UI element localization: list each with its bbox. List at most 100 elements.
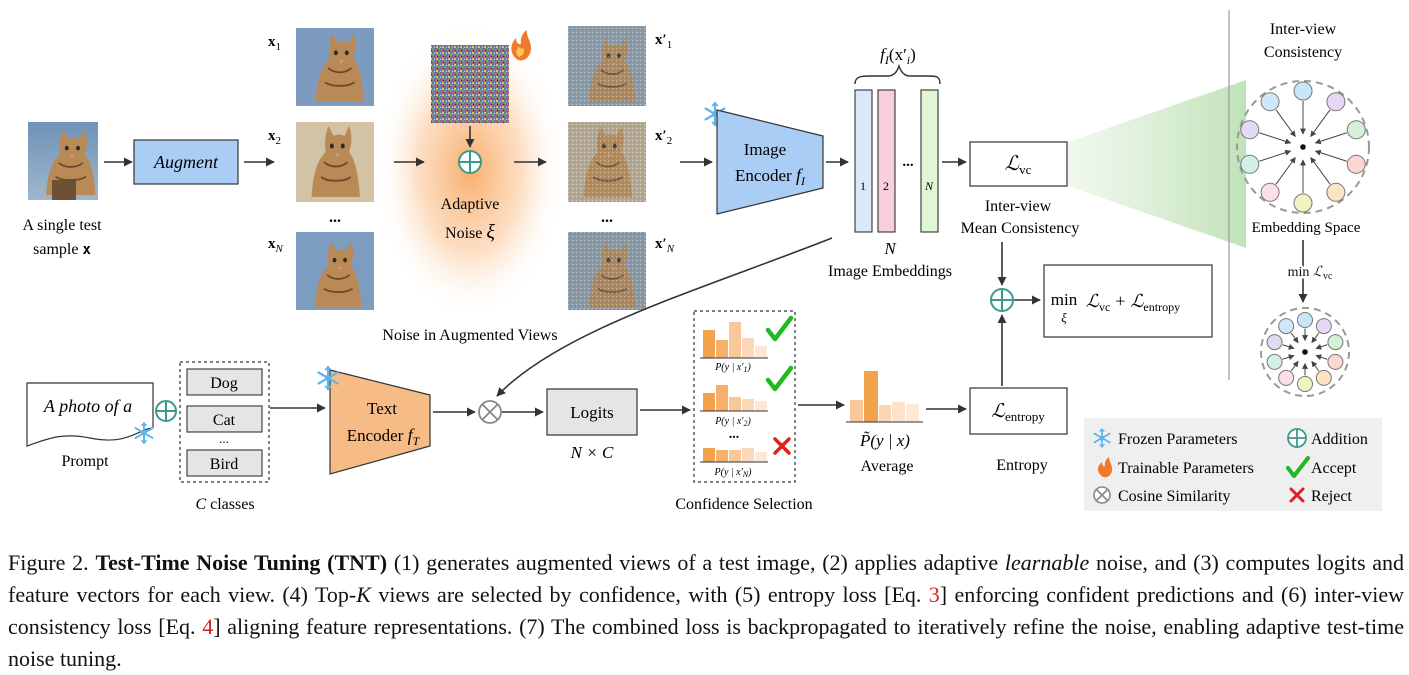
space-point: [1297, 376, 1313, 392]
hist-1-bar: [703, 330, 715, 358]
loss-vc-caption-line2: Mean Consistency: [961, 220, 1080, 237]
hist-3-bar: [755, 452, 767, 462]
embedding-label: Image Embeddings: [828, 263, 952, 280]
caption-part2: noise, and (3) computes logits and featu…: [8, 550, 1405, 607]
confidence-histograms: [700, 322, 768, 463]
view-dots: ...: [329, 209, 341, 226]
text-encoder-box: [329, 369, 431, 475]
view-x2-image: [296, 122, 374, 202]
logits-label: Logits: [570, 403, 613, 422]
embedding-space-after: [1260, 307, 1350, 397]
embedding-dots: ...: [902, 154, 914, 170]
hist-dots: ...: [729, 427, 740, 442]
classes-caption: C classes: [195, 496, 254, 513]
class-dots: ...: [219, 431, 229, 446]
noisy-view-dots: ...: [601, 209, 613, 226]
space-point: [1326, 182, 1346, 202]
hist-2-bar: [716, 385, 728, 411]
classes-group: [179, 361, 270, 483]
space-arrow: [1311, 360, 1320, 372]
prompt-box: [26, 382, 154, 447]
class-bird-label: Bird: [210, 456, 238, 473]
loss-vc-caption-line1: Inter-view: [985, 198, 1052, 215]
noise-label-line2: Noise ξ: [445, 221, 495, 243]
hist-1-accept-icon: [765, 315, 794, 342]
legend-accept-icon: [1286, 456, 1310, 478]
image-encoder-label-line1: Image: [744, 140, 786, 159]
hist-2-accept-icon: [765, 365, 794, 392]
space-point: [1327, 334, 1344, 351]
embedding-space-title-line2: Consistency: [1264, 44, 1342, 61]
hist-N-caption: P(y | x′N): [714, 467, 753, 479]
objective-expression: ℒvc + ℒentropy: [1086, 291, 1180, 314]
space-arrow: [1282, 343, 1295, 350]
legend-reject-icon: [1289, 487, 1305, 503]
loss-addition-icon: [990, 288, 1014, 312]
embedding-bar-N: [920, 89, 939, 233]
tnt-diagram: A single test sample x Augment x1 x2 ...…: [22, 10, 1382, 513]
legend-frozen-label: Frozen Parameters: [1118, 431, 1238, 448]
space-arrow: [1311, 332, 1320, 344]
space-arrow: [1314, 132, 1347, 145]
text-encoder-label-line1: Text: [367, 399, 397, 418]
noisy-view-xN-image: [568, 232, 646, 310]
embedding-bar-2: [877, 89, 896, 233]
space-arrow: [1275, 109, 1296, 137]
caption-part1: (1) generates augmented views of a test …: [393, 550, 999, 575]
legend-box: [1084, 418, 1382, 511]
space-center: [1300, 144, 1306, 150]
logits-box: [546, 388, 638, 436]
space-arrow: [1259, 132, 1292, 145]
space-arrow: [1315, 354, 1328, 361]
figure-caption: Figure 2. Test-Time Noise Tuning (TNT) (…: [8, 547, 1404, 675]
average-histogram: [846, 371, 923, 423]
noisy-view-x2-label: x′2: [655, 128, 672, 147]
space-arrow: [1282, 354, 1295, 361]
class-dog-box: [186, 368, 263, 396]
space-point: [1326, 92, 1346, 112]
view-xN-image: [296, 232, 374, 310]
class-cat-box: [186, 405, 263, 433]
embeddings-top-label: fI(x′i): [880, 45, 916, 67]
noisy-view-xN-label: x′N: [655, 236, 675, 255]
hist-2-bar: [742, 399, 754, 411]
embedding-space-before: [1236, 80, 1370, 214]
augment-label: Augment: [153, 152, 219, 172]
space-arrow: [1310, 157, 1331, 185]
input-label-line1: A single test: [22, 217, 102, 234]
noisy-view-x1-image: [568, 26, 646, 106]
hist-1-bar: [742, 338, 754, 358]
caption-italic-word: learnable: [1004, 550, 1090, 575]
hist-3-bar: [729, 450, 741, 462]
trainable-fire-icon: [511, 30, 532, 61]
legend-cosine-label: Cosine Similarity: [1118, 488, 1230, 505]
objective-min-sub: ξ: [1061, 310, 1067, 325]
input-label-line2: sample x: [33, 241, 91, 258]
space-point: [1315, 369, 1332, 386]
caption-part3: views are selected by confidence, with (…: [378, 582, 922, 607]
hist-3-bar: [716, 450, 728, 462]
hist-N-reject-icon: [773, 437, 791, 455]
space-point: [1278, 318, 1295, 335]
embedding-bar-1: [854, 89, 873, 233]
prompt-addition-icon: [155, 400, 177, 422]
space-point: [1260, 92, 1280, 112]
space-arrow: [1315, 343, 1328, 350]
class-cat-label: Cat: [213, 412, 236, 429]
hist-2-bar: [729, 397, 741, 411]
objective-min: min: [1051, 290, 1078, 309]
embedding-space-title-line1: Inter-view: [1270, 21, 1337, 38]
caption-part5: ] aligning feature representations. (7) …: [8, 614, 1404, 671]
image-encoder-box: [716, 109, 824, 215]
caption-fig: Figure 2.: [8, 550, 89, 575]
image-encoder-label-line2: Encoder fI: [735, 165, 806, 188]
confidence-selection-label: Confidence Selection: [675, 496, 812, 513]
caption-ref-eq4[interactable]: 4: [202, 614, 214, 639]
space-point: [1346, 154, 1366, 174]
space-point: [1293, 193, 1313, 213]
noise-label-line1: Adaptive: [441, 196, 500, 213]
caption-ref-eq3[interactable]: 3: [928, 582, 940, 607]
view-xN-label: xN: [268, 236, 284, 255]
noise-section-label: Noise in Augmented Views: [382, 327, 557, 344]
legend-reject-label: Reject: [1311, 488, 1352, 505]
